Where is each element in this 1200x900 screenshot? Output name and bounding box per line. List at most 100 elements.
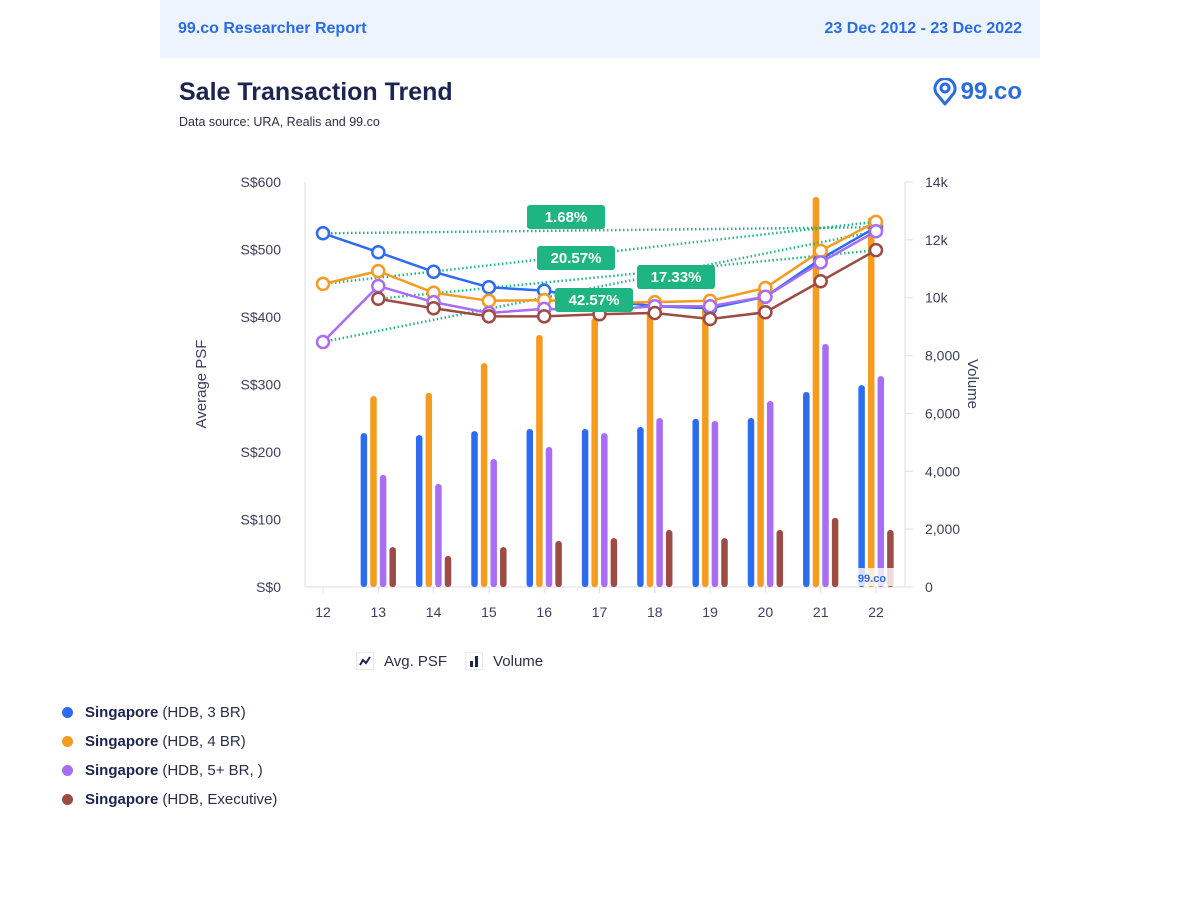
x-tick-label: 21 <box>813 604 829 620</box>
report-header-bar: 99.co Researcher Report 23 Dec 2012 - 23… <box>160 0 1040 58</box>
report-page: 99.co Researcher Report 23 Dec 2012 - 23… <box>160 0 1040 900</box>
legend-item-hdb-4br[interactable]: Singapore (HDB, 4 BR) <box>62 727 277 756</box>
data-source: Data source: URA, Realis and 99.co <box>179 115 380 129</box>
volume-bar <box>812 197 820 588</box>
trend-line <box>322 225 877 235</box>
legend-region: Singapore <box>85 704 159 721</box>
volume-bar <box>415 435 423 587</box>
volume-bar <box>692 418 699 587</box>
y-right-tick-label: 10k <box>925 290 949 306</box>
volume-bar <box>601 433 608 587</box>
psf-point <box>426 264 441 280</box>
volume-bar <box>555 541 562 587</box>
trend-label: 42.57% <box>569 292 620 309</box>
volume-bar <box>747 418 755 587</box>
psf-point <box>481 309 497 324</box>
psf-point <box>536 309 552 324</box>
y-right-tick-label: 4,000 <box>925 463 960 479</box>
volume-bar <box>490 459 497 587</box>
volume-bar <box>867 217 875 587</box>
psf-line <box>378 249 877 321</box>
volume-bar <box>665 530 673 587</box>
trend-label-bg <box>527 205 605 229</box>
legend-region: Singapore <box>85 733 159 750</box>
trend-label: 20.57% <box>551 250 602 267</box>
legend-dot <box>62 707 73 718</box>
trend-label-bg <box>537 246 615 270</box>
psf-point <box>371 278 386 294</box>
trend-line <box>322 220 877 286</box>
legend-avg-psf-label: Avg. PSF <box>384 652 448 670</box>
y-left-tick-label: S$400 <box>241 309 282 325</box>
x-tick-label: 16 <box>536 604 552 620</box>
volume-bar <box>646 310 654 587</box>
volume-bar <box>581 429 589 587</box>
x-tick-label: 18 <box>647 604 663 620</box>
legend-item-hdb-3br[interactable]: Singapore (HDB, 3 BR) <box>62 698 277 727</box>
psf-point <box>315 226 331 241</box>
y-right-tick-label: 8,000 <box>925 348 960 364</box>
trend-label: 17.33% <box>651 269 702 286</box>
volume-bar <box>526 429 534 587</box>
volume-bar <box>500 547 507 587</box>
psf-point <box>315 276 331 292</box>
legend-dot <box>62 765 73 776</box>
y-right-tick-label: 0 <box>925 579 933 595</box>
legend-volume-label: Volume <box>493 652 544 670</box>
brand-logo: 99.co <box>932 78 1022 106</box>
chart-type-legend: Avg. PSF Volume <box>356 652 551 670</box>
volume-bar <box>721 538 728 587</box>
y-left-tick-label: S$500 <box>241 242 282 258</box>
volume-bar <box>877 376 885 587</box>
trend-label-bg <box>555 288 633 312</box>
y-left-tick-label: S$100 <box>241 512 282 528</box>
series-legend: Singapore (HDB, 3 BR) Singapore (HDB, 4 … <box>62 698 277 814</box>
legend-volume[interactable]: Volume <box>465 652 543 670</box>
volume-bar <box>637 427 644 587</box>
psf-point <box>813 273 828 289</box>
y-left-tick-label: S$200 <box>241 444 282 460</box>
sale-transaction-chart: S$0 S$100 S$200 S$300 S$400 S$500 S$600 0 2,000 4… <box>193 174 981 620</box>
legend-type: (HDB, 4 BR) <box>162 733 246 750</box>
legend-item-hdb-5br[interactable]: Singapore (HDB, 5+ BR, ) <box>62 756 277 785</box>
legend-avg-psf[interactable]: Avg. PSF <box>356 652 447 670</box>
psf-point <box>426 300 441 316</box>
volume-bar <box>711 420 719 587</box>
volume-bar <box>822 344 829 587</box>
volume-bar <box>702 304 709 587</box>
trend-label: 1.68% <box>545 209 588 226</box>
volume-bar <box>776 530 784 587</box>
psf-point <box>371 263 386 279</box>
volume-bar <box>610 538 618 587</box>
x-tick-label: 19 <box>702 604 718 620</box>
psf-point <box>371 291 386 307</box>
legend-type: (HDB, 5+ BR, ) <box>162 762 263 779</box>
trend-line <box>378 248 877 301</box>
volume-bar <box>545 446 553 587</box>
volume-bar <box>757 291 764 587</box>
x-tick-label: 22 <box>868 604 884 620</box>
psf-point <box>758 305 773 320</box>
volume-bar <box>444 556 452 587</box>
y-left-tick-label: S$0 <box>256 579 281 595</box>
legend-type: (HDB, 3 BR) <box>162 704 246 721</box>
chart-title: Sale Transaction Trend <box>179 78 453 106</box>
location-pin-icon <box>933 78 957 106</box>
legend-dot <box>62 736 73 747</box>
volume-bar <box>435 484 442 587</box>
x-tick-label: 12 <box>315 604 331 620</box>
line-chart-icon <box>356 652 374 670</box>
volume-bar <box>471 431 478 587</box>
psf-point <box>813 255 828 270</box>
x-tick-label: 13 <box>371 604 387 620</box>
psf-point <box>702 298 718 314</box>
y-left-tick-label: S$600 <box>241 174 282 190</box>
legend-dot <box>62 794 73 805</box>
psf-point <box>315 334 331 350</box>
psf-point <box>481 293 497 309</box>
volume-bar <box>803 392 810 587</box>
legend-item-hdb-executive[interactable]: Singapore (HDB, Executive) <box>62 785 277 814</box>
volume-bar <box>360 433 368 587</box>
volume-bar <box>370 396 377 587</box>
y-right-tick-label: 12k <box>925 232 949 248</box>
